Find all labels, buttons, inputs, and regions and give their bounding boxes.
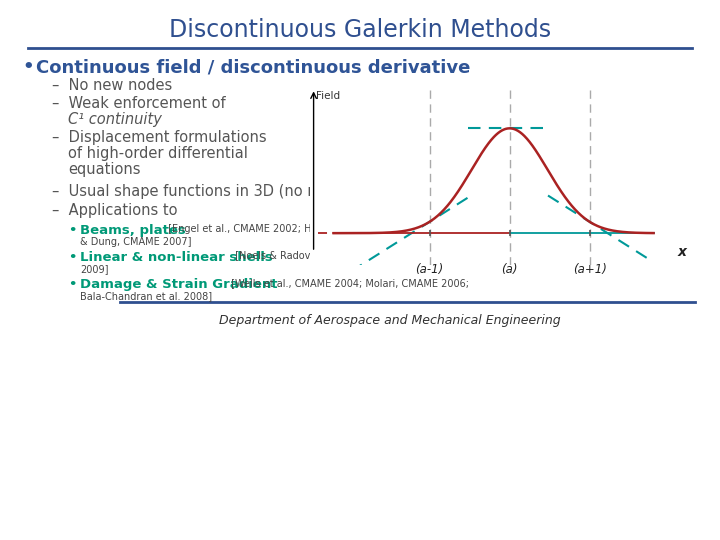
Text: –  Displacement formulations: – Displacement formulations xyxy=(52,130,266,145)
Text: Continuous field / discontinuous derivative: Continuous field / discontinuous derivat… xyxy=(36,58,470,76)
Text: Discontinuous Galerkin Methods: Discontinuous Galerkin Methods xyxy=(169,18,551,42)
Text: Field: Field xyxy=(316,91,340,100)
Text: –  Usual shape functions in 3D (no new requirement): – Usual shape functions in 3D (no new re… xyxy=(52,184,438,199)
Text: –  Weak enforcement of: – Weak enforcement of xyxy=(52,96,225,111)
Text: Beams, plates: Beams, plates xyxy=(80,224,186,237)
Text: x: x xyxy=(678,245,687,259)
Text: equations: equations xyxy=(68,162,140,177)
Text: –  Applications to: – Applications to xyxy=(52,203,178,218)
Text: [Noels & Radovitzky, CMAME 2008; Noels IJNME: [Noels & Radovitzky, CMAME 2008; Noels I… xyxy=(232,251,468,261)
Text: C¹ continuity: C¹ continuity xyxy=(68,112,162,127)
Text: Bala-Chandran et al. 2008]: Bala-Chandran et al. 2008] xyxy=(80,291,212,301)
Text: Damage & Strain Gradient: Damage & Strain Gradient xyxy=(80,278,277,291)
Text: [Wells et al., CMAME 2004; Molari, CMAME 2006;: [Wells et al., CMAME 2004; Molari, CMAME… xyxy=(228,278,469,288)
Text: Linear & non-linear shells: Linear & non-linear shells xyxy=(80,251,273,264)
Text: (a+1): (a+1) xyxy=(572,262,606,275)
Text: (a): (a) xyxy=(501,262,518,275)
Text: & Dung, CMAME 2007]: & Dung, CMAME 2007] xyxy=(80,237,192,247)
Text: [Engel et al., CMAME 2002; Hansbo & Larson, CALCOLO 2002; Wells: [Engel et al., CMAME 2002; Hansbo & Lars… xyxy=(165,224,500,234)
Text: of high-order differential: of high-order differential xyxy=(68,146,248,161)
Text: 2009]: 2009] xyxy=(80,264,109,274)
Text: Department of Aerospace and Mechanical Engineering: Department of Aerospace and Mechanical E… xyxy=(219,314,561,327)
Text: •: • xyxy=(22,58,34,76)
Text: (a-1): (a-1) xyxy=(415,262,444,275)
Text: •: • xyxy=(68,278,76,291)
Text: –  No new nodes: – No new nodes xyxy=(52,78,172,93)
Text: •: • xyxy=(68,224,76,237)
Text: •: • xyxy=(68,251,76,264)
